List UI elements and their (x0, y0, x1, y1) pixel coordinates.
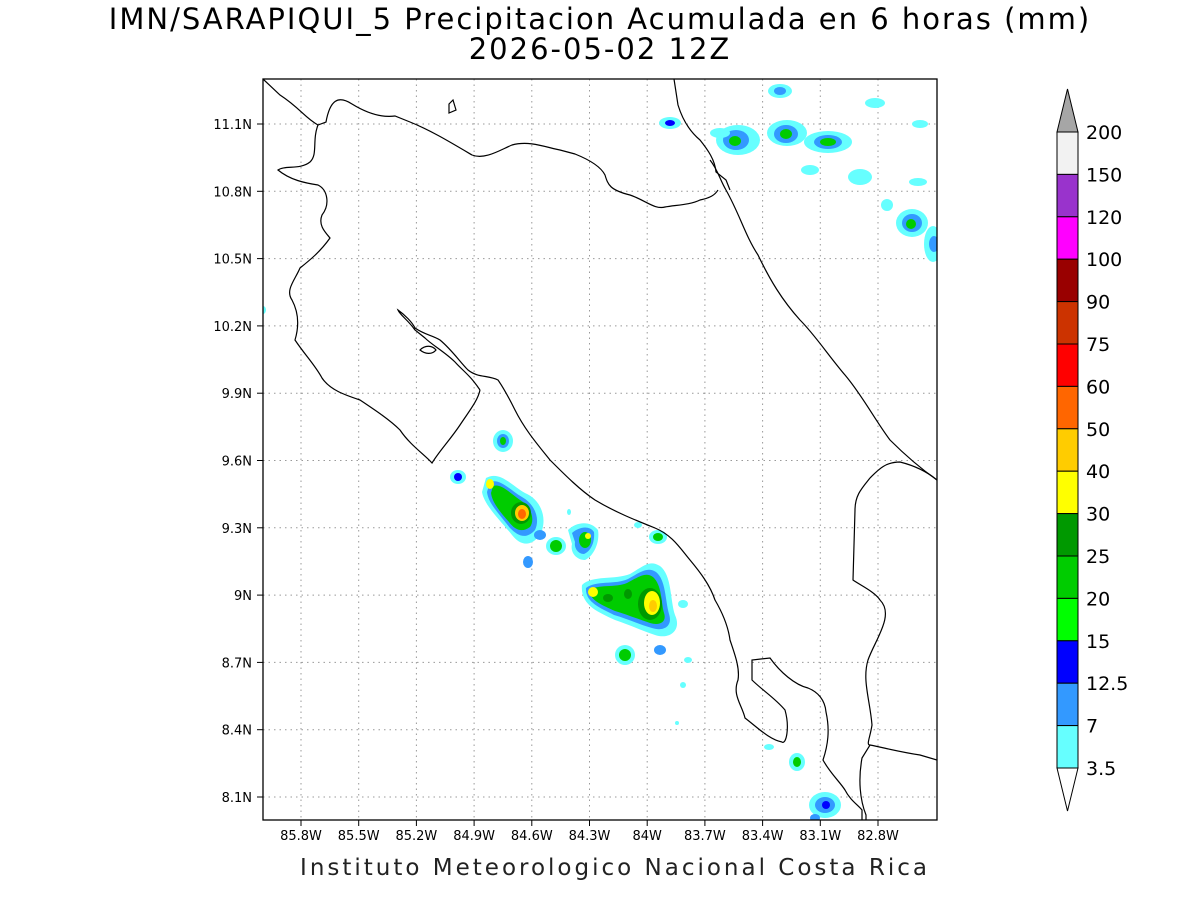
lon-tick-label: 84.6W (511, 829, 553, 844)
colorbar-top-arrow (1056, 88, 1079, 133)
colorbar-label: 3.5 (1086, 758, 1116, 780)
colorbar-label: 75 (1086, 334, 1110, 356)
colorbar-swatch (1056, 258, 1079, 303)
colorbar-swatch (1056, 428, 1079, 472)
lat-tick-label: 9.6N (222, 455, 252, 470)
lat-tick-label: 9N (234, 589, 252, 604)
colorbar-swatch (1056, 470, 1079, 515)
colorbar-label: 60 (1086, 376, 1110, 398)
lat-tick-label: 8.1N (222, 791, 252, 806)
lon-tick-label: 82.8W (857, 829, 899, 844)
lon-tick-label: 85.2W (395, 829, 437, 844)
precip-cell-pacific-central (450, 430, 667, 568)
lon-tick-label: 83.7W (684, 829, 726, 844)
latitude-axis: 11.1N 10.8N 10.5N 10.2N 9.9N 9.6N 9.3N 9N 8.7N 8.… (213, 118, 263, 806)
colorbar-swatch (1056, 725, 1079, 769)
colorbar-swatch (1056, 301, 1079, 345)
footer-credit: Instituto Meteorologico Nacional Costa R… (300, 855, 930, 881)
colorbar-label: 100 (1086, 249, 1122, 271)
lon-tick-label: 84.3W (569, 829, 611, 844)
colorbar-label: 150 (1086, 164, 1122, 186)
lon-tick-label: 84W (632, 829, 662, 844)
colorbar-swatch (1056, 555, 1079, 599)
colorbar-label: 90 (1086, 292, 1110, 314)
precipitation-field (263, 84, 937, 820)
colorbar-swatch (1056, 131, 1079, 175)
longitude-axis: 85.8W 85.5W 85.2W 84.9W 84.6W 84.3W 84W 83.7W 83… (280, 820, 899, 844)
precip-cell-panama-border (263, 306, 841, 820)
colorbar-label: 20 (1086, 588, 1110, 610)
lat-tick-label: 9.9N (222, 387, 252, 402)
map-frame (262, 78, 938, 821)
map-title: IMN/SARAPIQUI_5 Precipitacion Acumulada … (108, 2, 1092, 36)
colorbar-label: 120 (1086, 207, 1122, 229)
lat-tick-label: 9.3N (222, 522, 252, 537)
lat-tick-label: 11.1N (213, 118, 252, 133)
colorbar-swatch (1056, 513, 1079, 557)
colorbar-swatch (1056, 343, 1079, 387)
lon-tick-label: 83.1W (799, 829, 841, 844)
colorbar-swatch (1056, 597, 1079, 642)
colorbar-label: 40 (1086, 461, 1110, 483)
coastlines-borders (263, 79, 937, 820)
lat-tick-label: 8.4N (222, 724, 252, 739)
colorbar-swatch (1056, 640, 1079, 684)
colorbar-label: 7 (1086, 716, 1098, 738)
precip-cell-pacific-south (581, 563, 692, 725)
colorbar-label: 25 (1086, 546, 1110, 568)
colorbar-label: 15 (1086, 631, 1110, 653)
colorbar-label: 30 (1086, 504, 1110, 526)
colorbar-swatch (1056, 385, 1079, 430)
lon-tick-label: 84.9W (453, 829, 495, 844)
colorbar-swatch (1056, 173, 1079, 218)
colorbar-label: 200 (1086, 122, 1122, 144)
lat-tick-label: 8.7N (222, 656, 252, 671)
colorbar-swatch (1056, 682, 1079, 727)
lon-tick-label: 85.8W (280, 829, 322, 844)
colorbar-label: 12.5 (1086, 673, 1128, 695)
lat-tick-label: 10.2N (213, 320, 252, 335)
colorbar-bottom-arrow (1056, 767, 1079, 812)
lon-tick-label: 85.5W (338, 829, 380, 844)
colorbar-label: 50 (1086, 419, 1110, 441)
map-background (263, 79, 937, 820)
lon-tick-label: 83.4W (742, 829, 784, 844)
lat-tick-label: 10.5N (213, 253, 252, 268)
precip-cell-caribbean (659, 84, 937, 262)
map-subtitle-datetime: 2026-05-02 12Z (468, 32, 732, 66)
colorbar-swatch (1056, 216, 1079, 260)
lat-tick-label: 10.8N (213, 185, 252, 200)
